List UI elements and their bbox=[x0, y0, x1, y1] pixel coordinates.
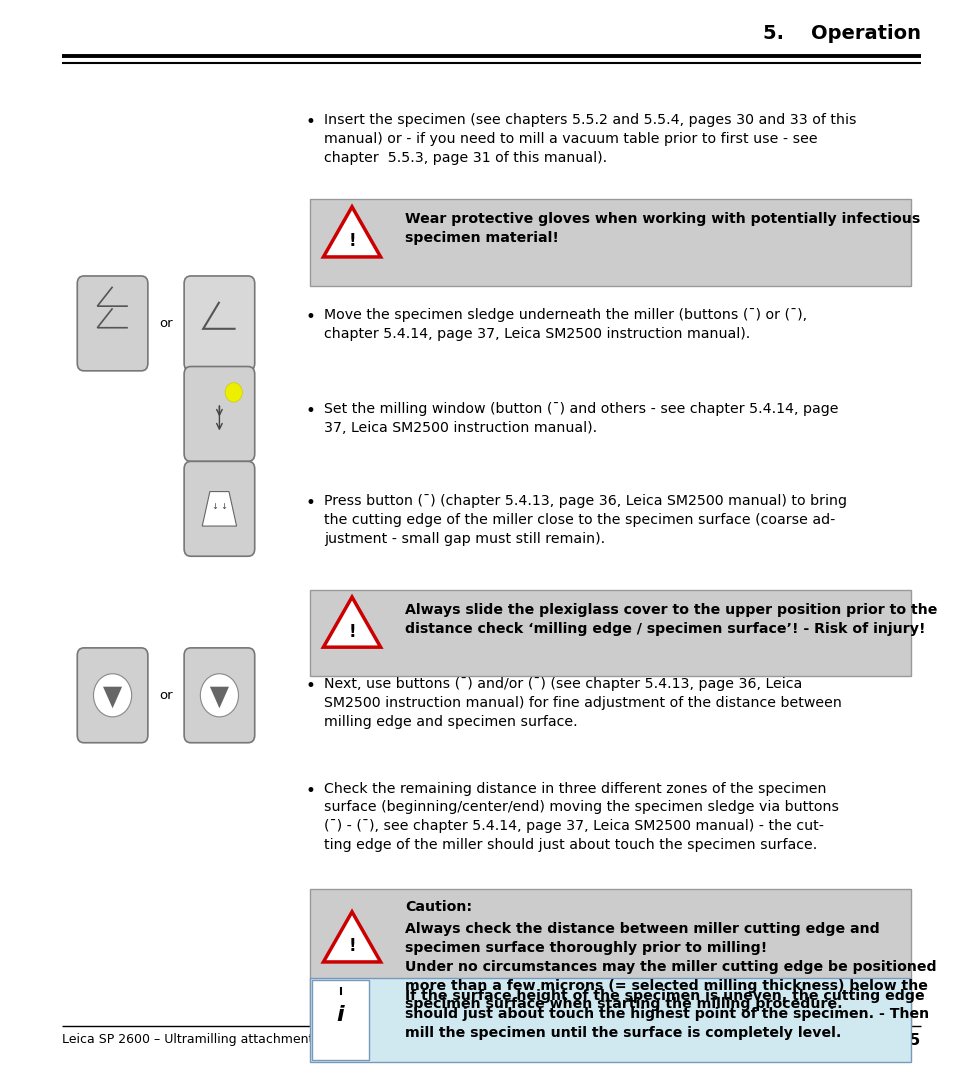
FancyBboxPatch shape bbox=[184, 367, 254, 461]
Text: !: ! bbox=[348, 233, 355, 250]
Text: 5.    Operation: 5. Operation bbox=[761, 24, 920, 43]
Circle shape bbox=[200, 674, 238, 717]
Text: i: i bbox=[336, 1006, 344, 1025]
Text: Insert the specimen (see chapters 5.5.2 and 5.5.4, pages 30 and 33 of this
manua: Insert the specimen (see chapters 5.5.2 … bbox=[324, 113, 856, 165]
Text: Caution:: Caution: bbox=[405, 900, 472, 914]
Polygon shape bbox=[323, 207, 380, 257]
Bar bbox=[310, 889, 910, 1027]
Polygon shape bbox=[202, 492, 236, 526]
Polygon shape bbox=[103, 687, 122, 708]
Text: •: • bbox=[305, 308, 314, 327]
Text: !: ! bbox=[348, 938, 355, 955]
Text: Set the milling window (button (¯) and others - see chapter 5.4.14, page
37, Lei: Set the milling window (button (¯) and o… bbox=[324, 402, 838, 436]
Bar bbox=[310, 978, 910, 1062]
Polygon shape bbox=[210, 687, 229, 708]
Polygon shape bbox=[323, 912, 380, 962]
Text: Wear protective gloves when working with potentially infectious
specimen materia: Wear protective gloves when working with… bbox=[405, 212, 920, 246]
Text: 35: 35 bbox=[899, 1033, 920, 1048]
Text: !: ! bbox=[348, 623, 355, 640]
Text: •: • bbox=[305, 402, 314, 420]
Circle shape bbox=[93, 674, 132, 717]
Text: •: • bbox=[305, 677, 314, 695]
Text: or: or bbox=[159, 689, 172, 702]
Bar bbox=[310, 590, 910, 676]
FancyBboxPatch shape bbox=[77, 276, 148, 371]
Text: Check the remaining distance in three different zones of the specimen
surface (b: Check the remaining distance in three di… bbox=[324, 782, 839, 853]
Text: Press button (¯) (chapter 5.4.13, page 36, Leica SM2500 manual) to bring
the cut: Press button (¯) (chapter 5.4.13, page 3… bbox=[324, 494, 846, 545]
Text: Next, use buttons (¯) and/or (¯) (see chapter 5.4.13, page 36, Leica
SM2500 inst: Next, use buttons (¯) and/or (¯) (see ch… bbox=[324, 677, 841, 729]
Text: •: • bbox=[305, 494, 314, 512]
FancyBboxPatch shape bbox=[184, 648, 254, 743]
Text: ↓: ↓ bbox=[220, 502, 228, 511]
Polygon shape bbox=[323, 597, 380, 647]
Text: Always check the distance between miller cutting edge and
specimen surface thoro: Always check the distance between miller… bbox=[405, 922, 936, 1011]
Text: Leica SP 2600 – Ultramilling attachment: Leica SP 2600 – Ultramilling attachment bbox=[62, 1033, 313, 1046]
Text: or: or bbox=[159, 317, 172, 330]
FancyBboxPatch shape bbox=[184, 461, 254, 556]
Text: •: • bbox=[305, 113, 314, 132]
Text: •: • bbox=[305, 782, 314, 800]
FancyBboxPatch shape bbox=[184, 276, 254, 371]
Bar bbox=[312, 980, 369, 1060]
Text: Always slide the plexiglass cover to the upper position prior to the
distance ch: Always slide the plexiglass cover to the… bbox=[405, 603, 937, 636]
FancyBboxPatch shape bbox=[77, 648, 148, 743]
Circle shape bbox=[225, 383, 242, 402]
Text: ↓: ↓ bbox=[211, 502, 218, 511]
Text: If the surface height of the specimen is uneven, the cutting edge
should just ab: If the surface height of the specimen is… bbox=[405, 989, 928, 1040]
Text: Move the specimen sledge underneath the miller (buttons (: Move the specimen sledge underneath the … bbox=[324, 308, 748, 322]
Text: Move the specimen sledge underneath the miller (buttons (¯) or (¯),
chapter 5.4.: Move the specimen sledge underneath the … bbox=[324, 308, 806, 342]
Bar bbox=[310, 199, 910, 286]
